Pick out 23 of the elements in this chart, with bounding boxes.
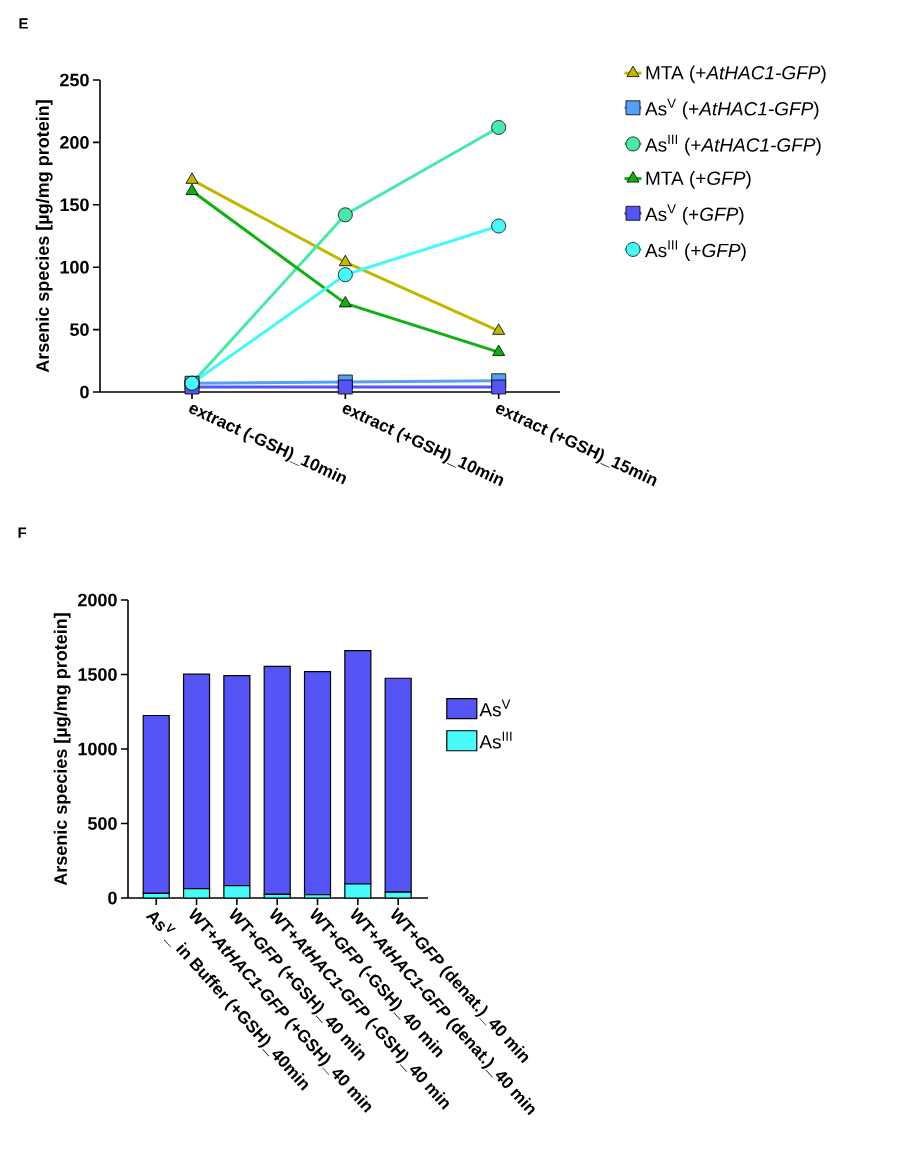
y-tick-label: 100	[60, 260, 89, 274]
y-tick-label: 1000	[78, 742, 117, 756]
y-tick-label: 50	[70, 323, 89, 336]
legend-label: As$^{III}$	[479, 731, 512, 749]
y-tick-label: 1500	[78, 668, 117, 681]
text: E	[19, 18, 28, 29]
y-tick-label: 500	[87, 817, 117, 830]
y-tick-label: 200	[60, 136, 89, 149]
y-tick-label: 150	[60, 198, 89, 212]
y-tick-label: 2000	[78, 593, 117, 607]
y-tick-label: 250	[60, 73, 89, 87]
legend-label: MTA (+GFP)	[646, 170, 751, 189]
legend-label: MTA (+AtHAC1-GFP)	[646, 65, 826, 84]
legend-label: As$^{V}$ (+AtHAC1-GFP)	[645, 98, 819, 120]
y-axis-title: Arsenic species [µg/mg protein]	[35, 100, 53, 373]
chart-title: F	[18, 527, 27, 538]
y-tick-label: 0	[80, 385, 89, 399]
legend-label: As$^{III}$ (+GFP)	[645, 240, 746, 261]
legend-label: As$^{V}$ (+GFP)	[645, 204, 744, 225]
legend-label: As$^{III}$ (+AtHAC1-GFP)	[645, 134, 821, 156]
y-tick-label: 0	[108, 891, 117, 905]
legend-label: As$^{V}$	[479, 699, 511, 717]
y-axis-title: Arsenic species [µg/mg protein]	[53, 613, 71, 886]
